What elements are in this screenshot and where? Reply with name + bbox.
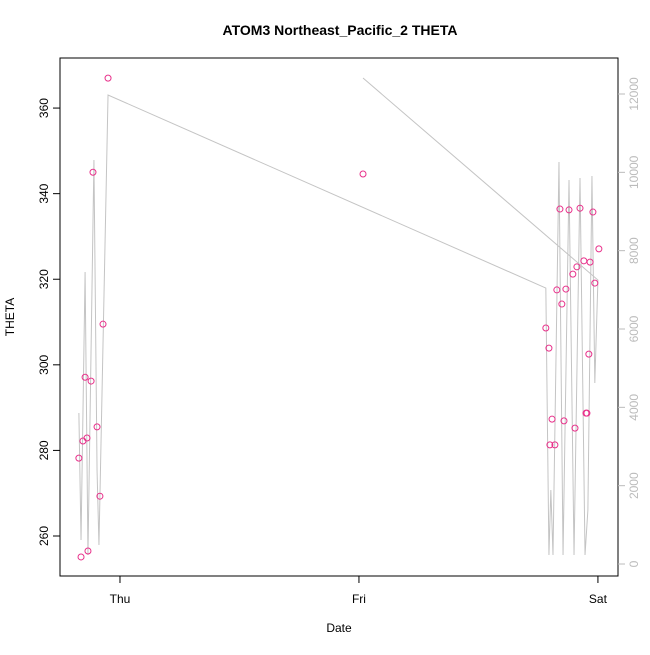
point bbox=[96, 492, 104, 500]
point bbox=[560, 417, 568, 425]
y2-tick-label: 4000 bbox=[627, 394, 641, 421]
y2-tick-label: 12000 bbox=[627, 77, 641, 111]
point bbox=[595, 245, 603, 253]
point bbox=[551, 441, 559, 449]
point bbox=[576, 204, 584, 212]
point bbox=[83, 434, 91, 442]
line bbox=[78, 77, 599, 556]
y2-tick-label: 6000 bbox=[627, 315, 641, 342]
y2-tick-label: 0 bbox=[627, 560, 641, 567]
point bbox=[589, 208, 597, 216]
y-tick-label: 360 bbox=[37, 98, 51, 118]
point bbox=[93, 423, 101, 431]
x-axis-label: Date bbox=[326, 621, 352, 635]
point bbox=[87, 377, 95, 385]
point bbox=[562, 285, 570, 293]
point bbox=[89, 168, 97, 176]
point bbox=[545, 344, 553, 352]
y-tick-label: 340 bbox=[37, 183, 51, 203]
plot-box bbox=[59, 57, 619, 577]
y-tick-label: 320 bbox=[37, 269, 51, 289]
point bbox=[99, 320, 107, 328]
point bbox=[542, 324, 550, 332]
point bbox=[546, 441, 554, 449]
x-tick-label: Thu bbox=[110, 592, 131, 606]
y2-tick-label: 10000 bbox=[627, 155, 641, 189]
y2-tick-label: 2000 bbox=[627, 472, 641, 499]
point bbox=[565, 206, 573, 214]
point bbox=[569, 270, 577, 278]
point bbox=[586, 258, 594, 266]
point bbox=[556, 205, 564, 213]
point bbox=[573, 263, 581, 271]
y-tick-label: 260 bbox=[37, 526, 51, 546]
point bbox=[585, 350, 593, 358]
point bbox=[359, 170, 367, 178]
point bbox=[84, 547, 92, 555]
point bbox=[571, 424, 579, 432]
point bbox=[591, 279, 599, 287]
y-tick-label: 280 bbox=[37, 440, 51, 460]
point bbox=[558, 300, 566, 308]
point bbox=[75, 454, 83, 462]
point bbox=[77, 553, 85, 561]
point bbox=[548, 415, 556, 423]
y-axis-label: THETA bbox=[3, 298, 17, 336]
chart-title: ATOM3 Northeast_Pacific_2 THETA bbox=[223, 22, 458, 38]
point bbox=[583, 409, 591, 417]
y-tick-label: 300 bbox=[37, 354, 51, 374]
x-tick-label: Fri bbox=[352, 592, 366, 606]
x-tick-label: Sat bbox=[589, 592, 608, 606]
point bbox=[104, 74, 112, 82]
point bbox=[553, 286, 561, 294]
y2-tick-label: 8000 bbox=[627, 237, 641, 264]
point bbox=[81, 373, 89, 381]
